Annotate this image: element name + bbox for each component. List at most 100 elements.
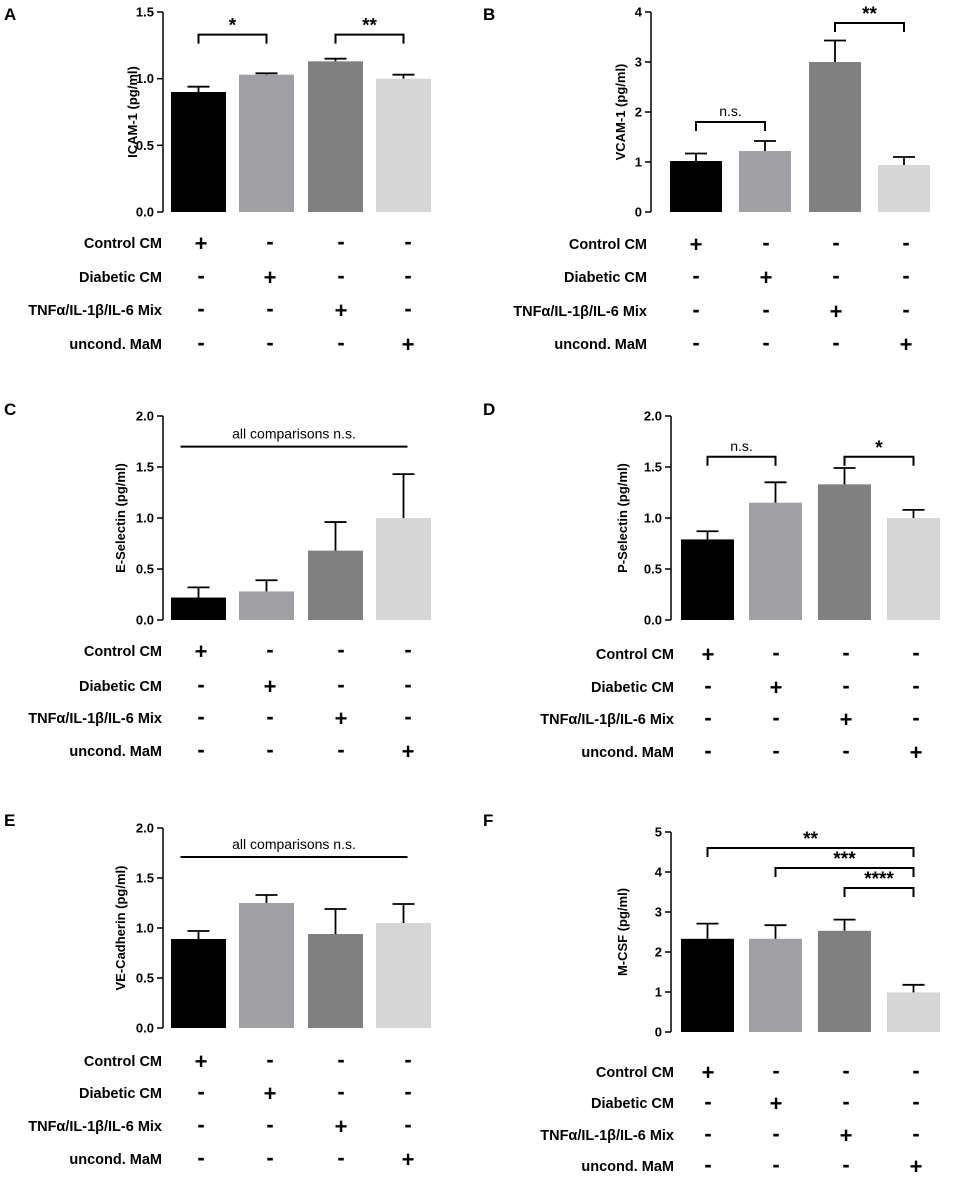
treatment-label: TNFα/IL-1β/IL-6 Mix xyxy=(540,712,674,728)
treatment-label: TNFα/IL-1β/IL-6 Mix xyxy=(28,303,162,319)
minus-sign: - xyxy=(266,704,273,729)
panel-c: C 0.0 0.5 1.0 1.5 2.0 E-Selectin (pg/ml) all co… xyxy=(4,400,431,764)
y-axis-label: M-CSF (pg/ml) xyxy=(615,888,630,976)
y-tick-label: 2 xyxy=(655,945,662,960)
bar xyxy=(171,92,226,212)
y-tick-label: 1 xyxy=(635,155,642,170)
minus-sign: - xyxy=(842,1089,849,1114)
significance-bracket xyxy=(774,867,915,877)
minus-sign: - xyxy=(404,672,411,697)
minus-sign: - xyxy=(912,705,919,730)
significance-bracket xyxy=(706,455,777,466)
treatment-label: Diabetic CM xyxy=(79,1086,162,1102)
bar xyxy=(749,502,802,620)
minus-sign: - xyxy=(912,673,919,698)
minus-sign: - xyxy=(404,1112,411,1137)
minus-sign: - xyxy=(842,1058,849,1083)
y-tick-label: 1.5 xyxy=(136,5,154,20)
y-tick-label: 3 xyxy=(635,55,642,70)
minus-sign: - xyxy=(762,230,769,255)
bar xyxy=(670,161,722,212)
minus-sign: - xyxy=(404,704,411,729)
treatment-label: TNFα/IL-1β/IL-6 Mix xyxy=(540,1128,674,1144)
minus-sign: - xyxy=(772,1058,779,1083)
bar xyxy=(171,597,226,620)
y-tick-label: 0.0 xyxy=(136,1021,154,1036)
y-axis-label: ICAM-1 (pg/ml) xyxy=(125,66,140,158)
panel-letter: F xyxy=(483,811,493,830)
treatment-label: TNFα/IL-1β/IL-6 Mix xyxy=(28,711,162,727)
minus-sign: - xyxy=(197,672,204,697)
plus-sign: + xyxy=(335,1114,348,1139)
significance-bracket xyxy=(843,455,915,466)
minus-sign: - xyxy=(197,1079,204,1104)
panel-letter: E xyxy=(4,811,15,830)
bar xyxy=(376,518,431,620)
minus-sign: - xyxy=(266,229,273,254)
minus-sign: - xyxy=(842,673,849,698)
minus-sign: - xyxy=(832,330,839,355)
treatment-label: Control CM xyxy=(569,237,647,253)
plus-sign: + xyxy=(900,332,913,357)
minus-sign: - xyxy=(772,705,779,730)
treatment-label: uncond. MaM xyxy=(581,745,674,761)
significance-label: **** xyxy=(864,869,894,890)
minus-sign: - xyxy=(762,330,769,355)
y-tick-label: 0.0 xyxy=(644,613,662,628)
y-tick-label: 2.0 xyxy=(136,821,154,836)
panel-e: E 0.0 0.5 1.0 1.5 2.0 VE-Cadherin (pg/ml) all c… xyxy=(4,811,431,1172)
treatment-label: Control CM xyxy=(84,1054,162,1070)
significance-label: ** xyxy=(862,4,877,25)
minus-sign: - xyxy=(772,738,779,763)
bar xyxy=(239,74,294,213)
minus-sign: - xyxy=(772,1152,779,1177)
minus-sign: - xyxy=(266,637,273,662)
treatment-label: Control CM xyxy=(84,236,162,252)
minus-sign: - xyxy=(704,738,711,763)
treatment-label: Diabetic CM xyxy=(79,270,162,286)
treatment-label: TNFα/IL-1β/IL-6 Mix xyxy=(513,304,647,320)
significance-bracket xyxy=(695,121,766,131)
bar xyxy=(376,923,431,1028)
significance-label: * xyxy=(229,16,237,37)
treatment-label: Control CM xyxy=(84,644,162,660)
treatment-label: Control CM xyxy=(596,647,674,663)
plus-sign: + xyxy=(402,739,415,764)
significance-label: n.s. xyxy=(730,438,753,454)
bar xyxy=(308,61,363,213)
y-tick-label: 1.0 xyxy=(644,511,662,526)
treatment-label: uncond. MaM xyxy=(69,337,162,353)
minus-sign: - xyxy=(404,1047,411,1072)
comparison-label: all comparisons n.s. xyxy=(232,426,356,442)
treatment-label: Control CM xyxy=(596,1065,674,1081)
bar xyxy=(239,591,294,620)
minus-sign: - xyxy=(197,1112,204,1137)
y-tick-label: 2 xyxy=(635,105,642,120)
minus-sign: - xyxy=(337,229,344,254)
y-tick-label: 0.0 xyxy=(136,613,154,628)
panel-d: D 0.0 0.5 1.0 1.5 2.0 P-Selectin (pg/ml) n.s. * C… xyxy=(483,400,940,765)
bar xyxy=(308,550,363,620)
minus-sign: - xyxy=(337,263,344,288)
y-axis-label: P-Selectin (pg/ml) xyxy=(615,463,630,573)
minus-sign: - xyxy=(404,1079,411,1104)
plus-sign: + xyxy=(840,1123,853,1148)
y-tick-label: 4 xyxy=(655,865,663,880)
y-tick-label: 0 xyxy=(635,205,642,220)
plus-sign: + xyxy=(264,1081,277,1106)
minus-sign: - xyxy=(704,1152,711,1177)
plus-sign: + xyxy=(402,1147,415,1172)
minus-sign: - xyxy=(902,230,909,255)
plus-sign: + xyxy=(840,707,853,732)
minus-sign: - xyxy=(266,1047,273,1072)
minus-sign: - xyxy=(704,673,711,698)
plus-sign: + xyxy=(335,706,348,731)
plus-sign: + xyxy=(702,642,715,667)
bar xyxy=(818,930,871,1032)
minus-sign: - xyxy=(404,229,411,254)
minus-sign: - xyxy=(832,230,839,255)
y-tick-label: 0 xyxy=(655,1025,662,1040)
